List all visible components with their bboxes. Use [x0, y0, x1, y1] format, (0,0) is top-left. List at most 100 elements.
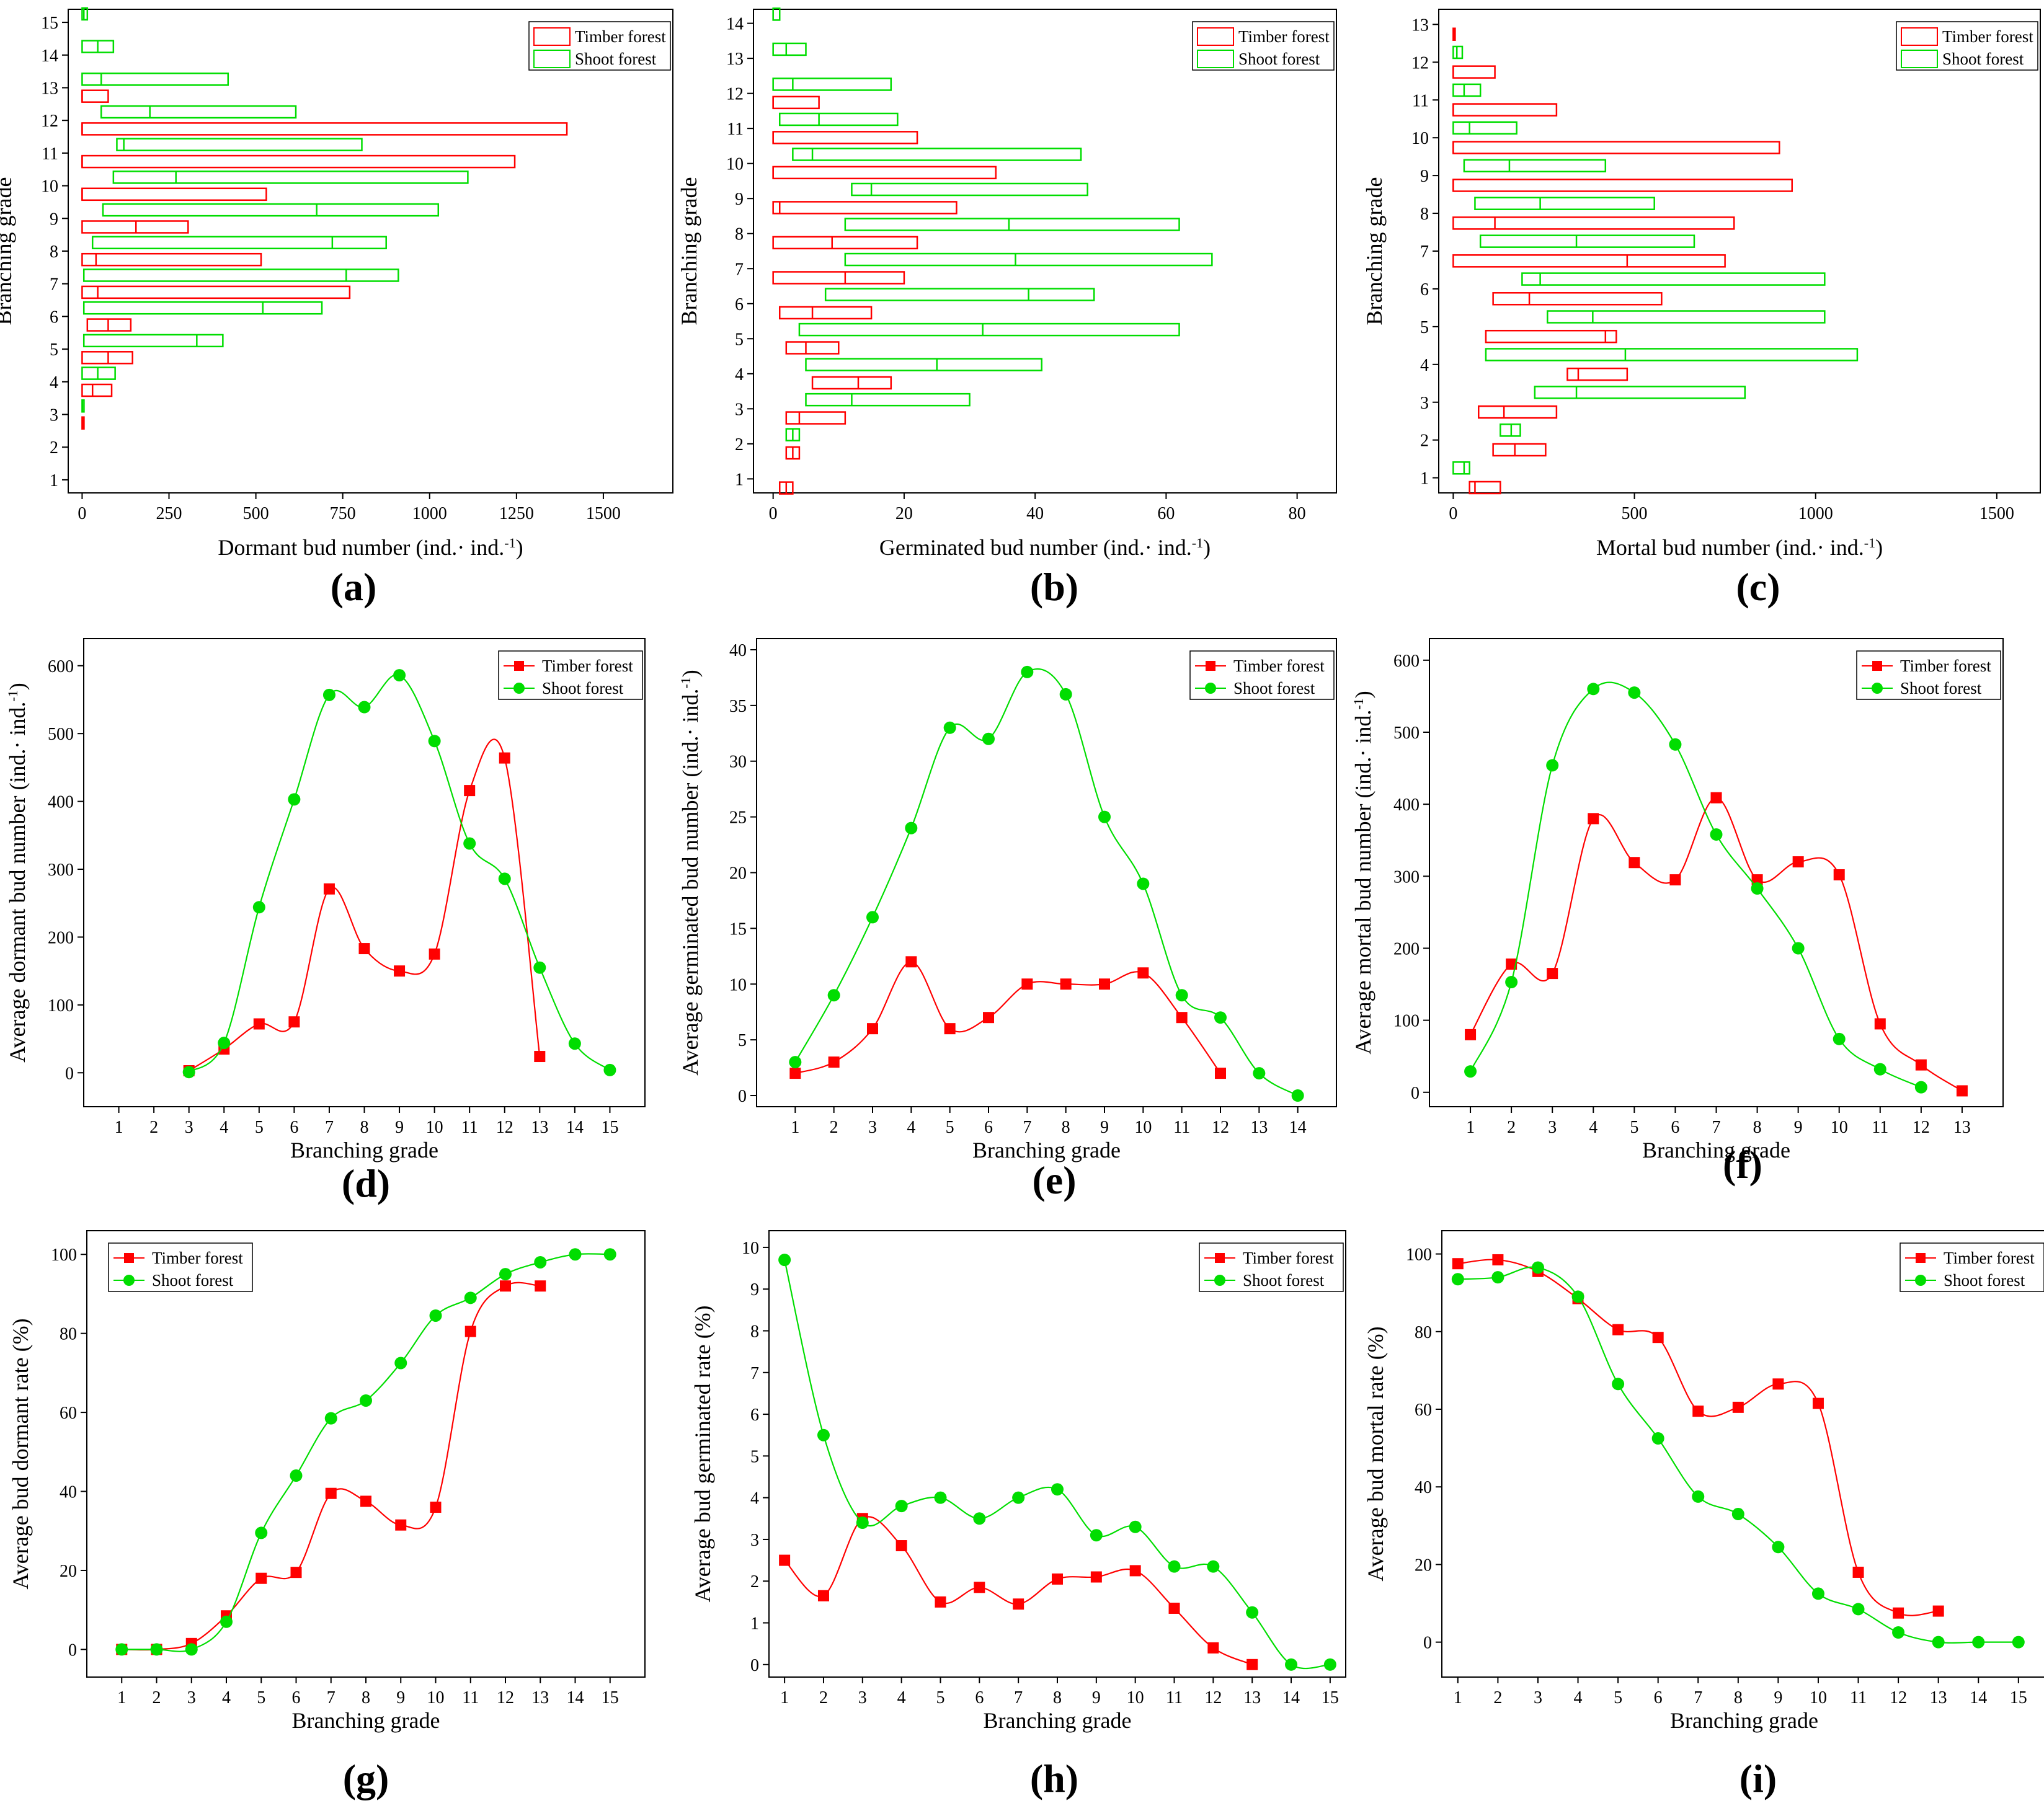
y-tick-label: 20	[729, 864, 747, 883]
box-bar	[81, 7, 89, 21]
box-bar	[844, 252, 1213, 267]
data-point	[1732, 1401, 1744, 1413]
x-tick-label: 4	[1589, 1118, 1597, 1137]
box-bar	[772, 77, 892, 91]
x-axis-title: Branching grade	[972, 1138, 1121, 1162]
series-line	[122, 1253, 610, 1652]
x-tick-label: 0	[78, 504, 86, 523]
legend-label: Shoot forest	[1243, 1271, 1325, 1290]
x-tick-label: 15	[2010, 1688, 2027, 1707]
box-bar	[102, 203, 440, 217]
y-tick-label: 8	[50, 242, 58, 262]
data-point	[1246, 1658, 1258, 1670]
x-tick-label: 13	[1953, 1118, 1971, 1137]
x-tick-label: 8	[1053, 1688, 1062, 1707]
data-point	[1669, 738, 1682, 751]
data-point	[252, 901, 265, 914]
data-point	[220, 1615, 233, 1628]
y-tick-label: 8	[735, 225, 744, 244]
x-tick-label: 10	[1127, 1688, 1144, 1707]
box-bar	[81, 154, 516, 169]
data-point	[360, 1495, 371, 1507]
legend-marker	[1205, 683, 1216, 694]
data-point	[1090, 1529, 1103, 1542]
x-tick-label: 7	[1712, 1118, 1721, 1137]
series-line	[122, 1282, 541, 1651]
y-tick-label: 7	[735, 260, 744, 279]
data-point	[464, 1326, 476, 1337]
y-tick-label: 7	[1420, 242, 1429, 262]
box-bar	[824, 288, 1095, 301]
box-bar	[1452, 65, 1496, 79]
box-bar	[772, 166, 997, 180]
x-tick-label: 13	[1930, 1688, 1947, 1707]
chart-panel-d: 1 2 3 4 5 6 7 8 9 10 11 12 13 14 150100200300400500600…	[5, 638, 646, 1205]
box-bar	[772, 236, 918, 250]
y-tick-label: 600	[1393, 652, 1420, 671]
x-tick-label: 14	[567, 1688, 584, 1707]
data-point	[2012, 1636, 2025, 1649]
data-point	[943, 721, 956, 734]
data-point	[429, 1309, 442, 1322]
x-tick-label: 11	[1850, 1688, 1867, 1707]
data-point	[1792, 942, 1805, 955]
data-point	[827, 989, 840, 1002]
panel-label: (i)	[1740, 1756, 1777, 1800]
y-tick-label: 2	[50, 438, 58, 458]
data-point	[1772, 1378, 1784, 1390]
data-point	[1051, 1483, 1064, 1496]
data-point	[895, 1540, 907, 1552]
y-axis-title: Average mortal bud number (ind.· ind.-1)	[1351, 691, 1376, 1055]
data-point	[218, 1037, 231, 1050]
legend-swatch	[1197, 50, 1234, 68]
x-axis-title: Dormant bud number (ind.· ind.-1)	[218, 535, 523, 560]
box-bar	[81, 187, 267, 201]
x-tick-label: 15	[601, 1118, 618, 1137]
x-tick-label: 5	[1614, 1688, 1622, 1707]
data-point	[185, 1643, 198, 1656]
y-tick-label: 100	[1393, 1012, 1420, 1031]
y-axis-title: Branching grade	[1362, 177, 1387, 325]
legend-label: Timber forest	[1243, 1249, 1334, 1267]
legend-swatch	[533, 27, 571, 46]
data-point	[1323, 1658, 1336, 1671]
data-point	[1852, 1603, 1865, 1616]
data-point	[1628, 686, 1641, 699]
box-bar	[82, 301, 323, 315]
y-axis-title: Average germinated bud number (ind.· ind…	[678, 670, 703, 1075]
x-tick-label: 1500	[1980, 504, 2014, 523]
data-point	[534, 1051, 546, 1063]
x-tick-label: 4	[897, 1688, 906, 1707]
y-tick-label: 3	[750, 1531, 759, 1550]
box-bar	[1478, 405, 1558, 419]
box-bar	[1479, 234, 1695, 248]
legend-marker	[1214, 1275, 1225, 1286]
data-point	[255, 1526, 268, 1539]
x-tick-label: 6	[975, 1688, 984, 1707]
box-bar	[81, 351, 133, 365]
y-tick-label: 40	[60, 1483, 77, 1502]
data-point	[325, 1487, 337, 1499]
data-point	[1612, 1324, 1624, 1335]
x-tick-label: 80	[1289, 504, 1306, 523]
data-point	[934, 1491, 947, 1504]
chart-panel-e: 1 2 3 4 5 6 7 8 9 10 11 12 13 140510152025303540Timbe…	[678, 638, 1337, 1202]
y-tick-label: 4	[1420, 356, 1429, 375]
data-point	[1052, 1573, 1063, 1585]
data-point	[1090, 1571, 1102, 1583]
box-bar	[772, 7, 781, 21]
box-bar	[1474, 197, 1655, 210]
y-tick-label: 600	[48, 657, 74, 676]
box-bar	[1452, 141, 1780, 154]
y-tick-label: 500	[48, 725, 74, 744]
legend-marker	[124, 1253, 134, 1263]
x-axis-title: Branching grade	[1670, 1708, 1818, 1733]
data-point	[1021, 665, 1034, 678]
data-point	[1505, 976, 1518, 989]
data-point	[1669, 874, 1681, 886]
x-tick-label: 4	[220, 1118, 228, 1137]
x-tick-label: 0	[1449, 504, 1457, 523]
data-point	[1021, 978, 1033, 990]
